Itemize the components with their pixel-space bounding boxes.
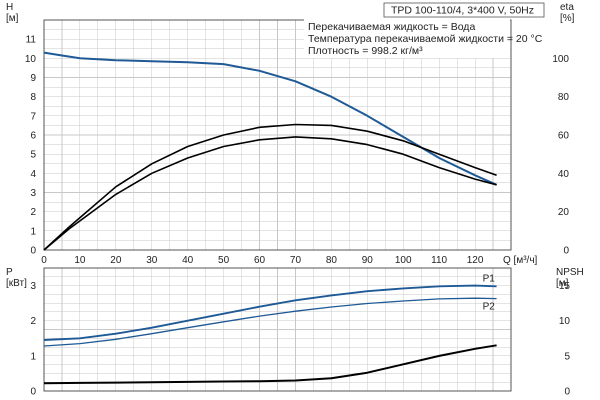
top-y-tick-label-h: 7 (30, 111, 36, 122)
top-y-tick-label-h: 3 (30, 188, 36, 199)
bottom-y-tick-label-p: 3 (30, 281, 36, 292)
top-x-tick-label: 80 (326, 255, 338, 266)
info-line-liquid: Перекачиваемая жидкость = Вода (308, 21, 475, 33)
top-x-tick-label: 60 (254, 255, 266, 266)
top-x-tick-label: 110 (431, 255, 447, 266)
top-y-tick-label-h: 1 (30, 226, 36, 237)
top-x-tick-label: 120 (467, 255, 484, 266)
top-x-tick-label: 90 (362, 255, 374, 266)
top-y-tick-label-eta: 100 (552, 54, 569, 65)
top-panel-frame (43, 19, 512, 251)
info-line-temperature: Температура перекачиваемой жидкости = 20… (308, 33, 543, 45)
top-y-tick-label-h: 11 (26, 35, 37, 46)
top-x-tick-label: 10 (74, 255, 86, 266)
bottom-y-tick-label-npsh: 10 (559, 316, 571, 327)
bottom-panel-frame (43, 267, 512, 392)
top-y-tick-label-eta: 0 (563, 246, 569, 257)
bottom-y-tick-label-npsh: 0 (564, 387, 570, 398)
top-y-tick-label-h: 10 (25, 54, 37, 65)
bottom-panel-series: P1 P2 (43, 273, 497, 385)
top-panel-series (43, 51, 498, 251)
top-x-tick-label: 30 (146, 255, 158, 266)
efficiency-curve (43, 136, 497, 251)
top-y-tick-label-h: 0 (30, 246, 36, 257)
top-x-tick-label: 100 (395, 255, 412, 266)
y-axis-label-npsh: NPSH [м] (556, 267, 584, 289)
top-y-tick-label-eta: 20 (558, 207, 570, 218)
y-axis-label-eta: eta [%] (560, 2, 575, 24)
bottom-y-tick-label-npsh: 5 (564, 351, 570, 362)
y-axis-label-h: H [м] (6, 2, 19, 24)
top-y-tick-label-eta: 80 (558, 92, 570, 103)
top-y-tick-label-h: 4 (30, 169, 36, 180)
head-curve (43, 51, 498, 186)
efficiency-curve (43, 123, 497, 251)
top-panel-ticks: 0 10 20 30 40 50 60 70 80 90 100 110 120012345678910… (25, 35, 570, 266)
info-box (304, 18, 510, 58)
bottom-y-tick-label-p: 1 (30, 351, 36, 362)
top-y-tick-label-h: 2 (30, 207, 36, 218)
chart-title: TPD 100-110/4, 3*400 V, 50Hz (391, 5, 534, 17)
top-y-tick-label-eta: 40 (558, 169, 570, 180)
info-line-density: Плотность = 998.2 кг/м³ (308, 45, 423, 57)
top-y-tick-label-h: 8 (30, 92, 36, 103)
y-axis-label-p: P [кВт] (6, 267, 27, 289)
bottom-panel-ticks: 0 1 2 3 0 5 10 15 (30, 281, 570, 397)
bottom-y-tick-label-npsh: 15 (559, 281, 571, 292)
top-x-tick-label: 20 (110, 255, 122, 266)
npsh-curve (43, 344, 497, 385)
top-x-tick-label: 40 (182, 255, 194, 266)
top-y-tick-label-eta: 60 (558, 131, 570, 142)
top-x-tick-label: 0 (41, 255, 47, 266)
top-y-tick-label-h: 9 (30, 73, 36, 84)
bottom-y-tick-label-p: 0 (30, 387, 36, 398)
power-curve-p1 (43, 284, 497, 341)
power-curve-p2 (43, 297, 497, 347)
series-label-p2: P2 (483, 302, 496, 313)
x-axis-label-q: Q [м³/ч] (503, 255, 538, 266)
top-x-tick-label: 70 (290, 255, 302, 266)
bottom-y-tick-label-p: 2 (30, 316, 36, 327)
series-label-p1: P1 (483, 273, 496, 284)
top-x-tick-label: 50 (218, 255, 230, 266)
top-y-tick-label-h: 5 (30, 150, 36, 161)
top-y-tick-label-h: 6 (30, 131, 36, 142)
title-box (383, 2, 545, 18)
